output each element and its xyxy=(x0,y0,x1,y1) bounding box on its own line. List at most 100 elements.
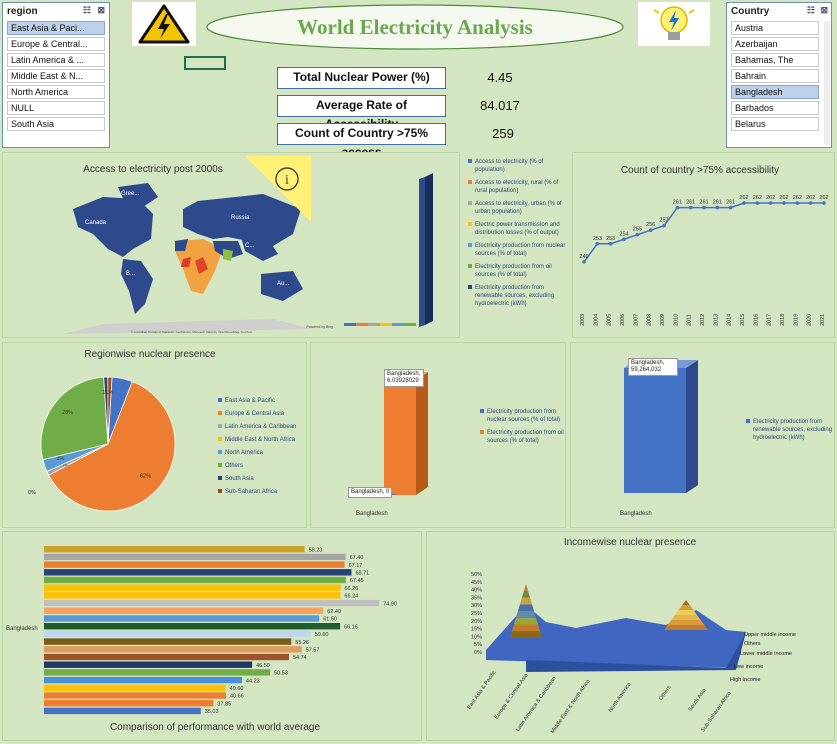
map-label-canada: Canada xyxy=(85,220,107,226)
world-average-bar xyxy=(44,607,324,614)
accessibility-data-label: 253 xyxy=(606,236,615,242)
world-average-bar xyxy=(44,576,346,584)
accessibility-data-label: 262 xyxy=(753,195,762,201)
region_slicer-item[interactable]: Middle East & N... xyxy=(7,69,105,83)
axis-strip-losses xyxy=(380,323,392,326)
accessibility-x-tick: 2006 xyxy=(620,314,626,326)
pie-data-label: 1% xyxy=(105,390,113,396)
slicer-scrollbar[interactable] xyxy=(824,21,830,145)
incomewise-peak-others xyxy=(675,610,697,615)
pie-data-label: 28% xyxy=(62,410,73,416)
world-average-data-label: 67.45 xyxy=(350,578,364,584)
accessibility-data-label: 262 xyxy=(779,195,788,201)
region_slicer-item[interactable]: NULL xyxy=(7,101,105,115)
incomewise-peak-east-asia xyxy=(516,611,536,618)
incomewise-y-tick: 45% xyxy=(471,580,482,586)
lightning-logo xyxy=(132,2,196,46)
legend-label: Electricity production from nuclear sour… xyxy=(475,243,566,257)
region_slicer-item[interactable]: Europe & Central... xyxy=(7,37,105,51)
world-map[interactable]: Gree... Canada Russia C... B... Au... xyxy=(63,179,313,334)
region-slicer-list: East Asia & Paci... Europe & Central... La… xyxy=(3,21,109,131)
incomewise-surface-chart[interactable]: 50% 45% 40%35% 30% 25% 20% 15%10% 5% 0% East Asia… xyxy=(426,550,835,740)
country_slicer-item[interactable]: Azerbaijan xyxy=(731,37,819,51)
nuclear-data-label: Bangladesh, 0 xyxy=(348,487,393,498)
accessibility-data-label: 262 xyxy=(793,195,802,201)
multi-select-icon[interactable]: ☷ xyxy=(806,5,815,15)
region_slicer-item[interactable]: North America xyxy=(7,85,105,99)
accessibility-x-tick: 2012 xyxy=(700,314,706,326)
incomewise-x-tick: Sub-Saharan Africa xyxy=(700,690,733,733)
region_slicer-item[interactable]: Latin America & ... xyxy=(7,53,105,67)
accessibility-x-tick: 2004 xyxy=(593,314,599,326)
world-average-category: Bangladesh xyxy=(6,626,38,632)
legend-entry: Europe & Central Asia xyxy=(218,410,308,418)
accessibility-data-label: 255 xyxy=(633,227,642,233)
title-banner: World Electricity Analysis xyxy=(204,2,626,52)
regionwise-pie-title: Regionwise nuclear presence xyxy=(84,349,216,360)
incomewise-peak-others xyxy=(671,615,701,620)
clear-filter-icon[interactable]: ⊠ xyxy=(97,5,105,15)
indicator-3d-column[interactable] xyxy=(339,173,449,333)
world-average-title: Comparison of performance with world ave… xyxy=(109,722,321,733)
regionwise-pie-chart[interactable]: 62%1%0%3%28%1%1% xyxy=(20,362,220,522)
region_slicer-item[interactable]: East Asia & Paci... xyxy=(7,21,105,35)
world-average-bar xyxy=(44,615,320,622)
legend-label: Others xyxy=(225,463,244,469)
accessibility-line-chart[interactable]: 249 2003 253 2004 253 2005 254 2006 255 2007 256 20… xyxy=(572,180,835,338)
world-average-bar xyxy=(44,676,242,684)
world-average-data-label: 46.50 xyxy=(256,663,270,669)
map-title: Access to electricity post 2000s xyxy=(83,164,223,175)
accessibility-x-tick: 2017 xyxy=(767,314,773,326)
map-powered-by: Powered by Bing xyxy=(306,325,333,329)
map-label-brazil: B... xyxy=(126,271,135,277)
accessibility-point xyxy=(715,205,720,210)
country_slicer-item[interactable]: Bangladesh xyxy=(731,85,819,99)
legend-label: Middle East & North Africa xyxy=(225,437,296,443)
clear-filter-icon[interactable]: ⊠ xyxy=(820,5,828,15)
incomewise-y-tick: 10% xyxy=(471,634,482,640)
renewable-bar-chart[interactable] xyxy=(610,358,710,508)
accessibility-point xyxy=(608,241,613,246)
country_slicer-item[interactable]: Bahamas, The xyxy=(731,53,819,67)
country_slicer-item[interactable]: Belarus xyxy=(731,117,819,131)
info-icon[interactable]: i xyxy=(245,156,311,222)
accessibility-data-label: 249 xyxy=(579,254,588,260)
selected-cell[interactable] xyxy=(184,56,226,70)
world-average-data-label: 44.23 xyxy=(246,678,260,684)
incomewise-series-label: High income xyxy=(730,677,761,683)
accessibility-x-tick: 2003 xyxy=(580,314,586,326)
accessibility-point xyxy=(782,201,786,205)
legend-entry: Access to electricity, urban (% of urban… xyxy=(468,200,568,216)
legend-label: South Asia xyxy=(225,476,254,482)
world-average-bar xyxy=(44,653,289,661)
axis-strip-access xyxy=(344,323,356,326)
country_slicer-item[interactable]: Austria xyxy=(731,21,819,35)
world-average-bar xyxy=(44,592,341,599)
map-label-greenland: Gree... xyxy=(121,191,140,197)
pie-data-label: 1% xyxy=(59,462,67,468)
oil-bar-side xyxy=(416,372,428,495)
incomewise-x-tick: North America xyxy=(608,681,633,714)
region_slicer-item[interactable]: South Asia xyxy=(7,117,105,131)
incomewise-peak-others xyxy=(664,625,708,630)
accessibility-data-label: 262 xyxy=(739,195,748,201)
incomewise-y-tick: 5% xyxy=(474,642,482,648)
country_slicer-item[interactable]: Barbados xyxy=(731,101,819,115)
legend-entry: East Asia & Pacific xyxy=(218,397,308,405)
country_slicer-item[interactable]: Bahrain xyxy=(731,69,819,83)
accessibility-point xyxy=(808,201,813,205)
accessibility-point xyxy=(768,201,773,205)
accessibility-line-panel xyxy=(572,152,835,338)
map-label-australia: Au... xyxy=(277,281,290,287)
world-average-data-label: 68.71 xyxy=(355,571,369,577)
kpi-accessibility-value: 84.017 xyxy=(480,98,520,113)
multi-select-icon[interactable]: ☷ xyxy=(82,5,91,15)
world-average-data-label: 40.60 xyxy=(230,686,244,692)
accessibility-x-tick: 2008 xyxy=(647,314,653,326)
axis-strip-urban xyxy=(368,323,380,326)
world-average-bar xyxy=(44,707,201,715)
world-average-data-label: 61.50 xyxy=(323,617,337,623)
accessibility-line-title: Count of country >75% accessibility xyxy=(620,165,780,176)
world-average-data-label: 66.24 xyxy=(344,594,358,600)
